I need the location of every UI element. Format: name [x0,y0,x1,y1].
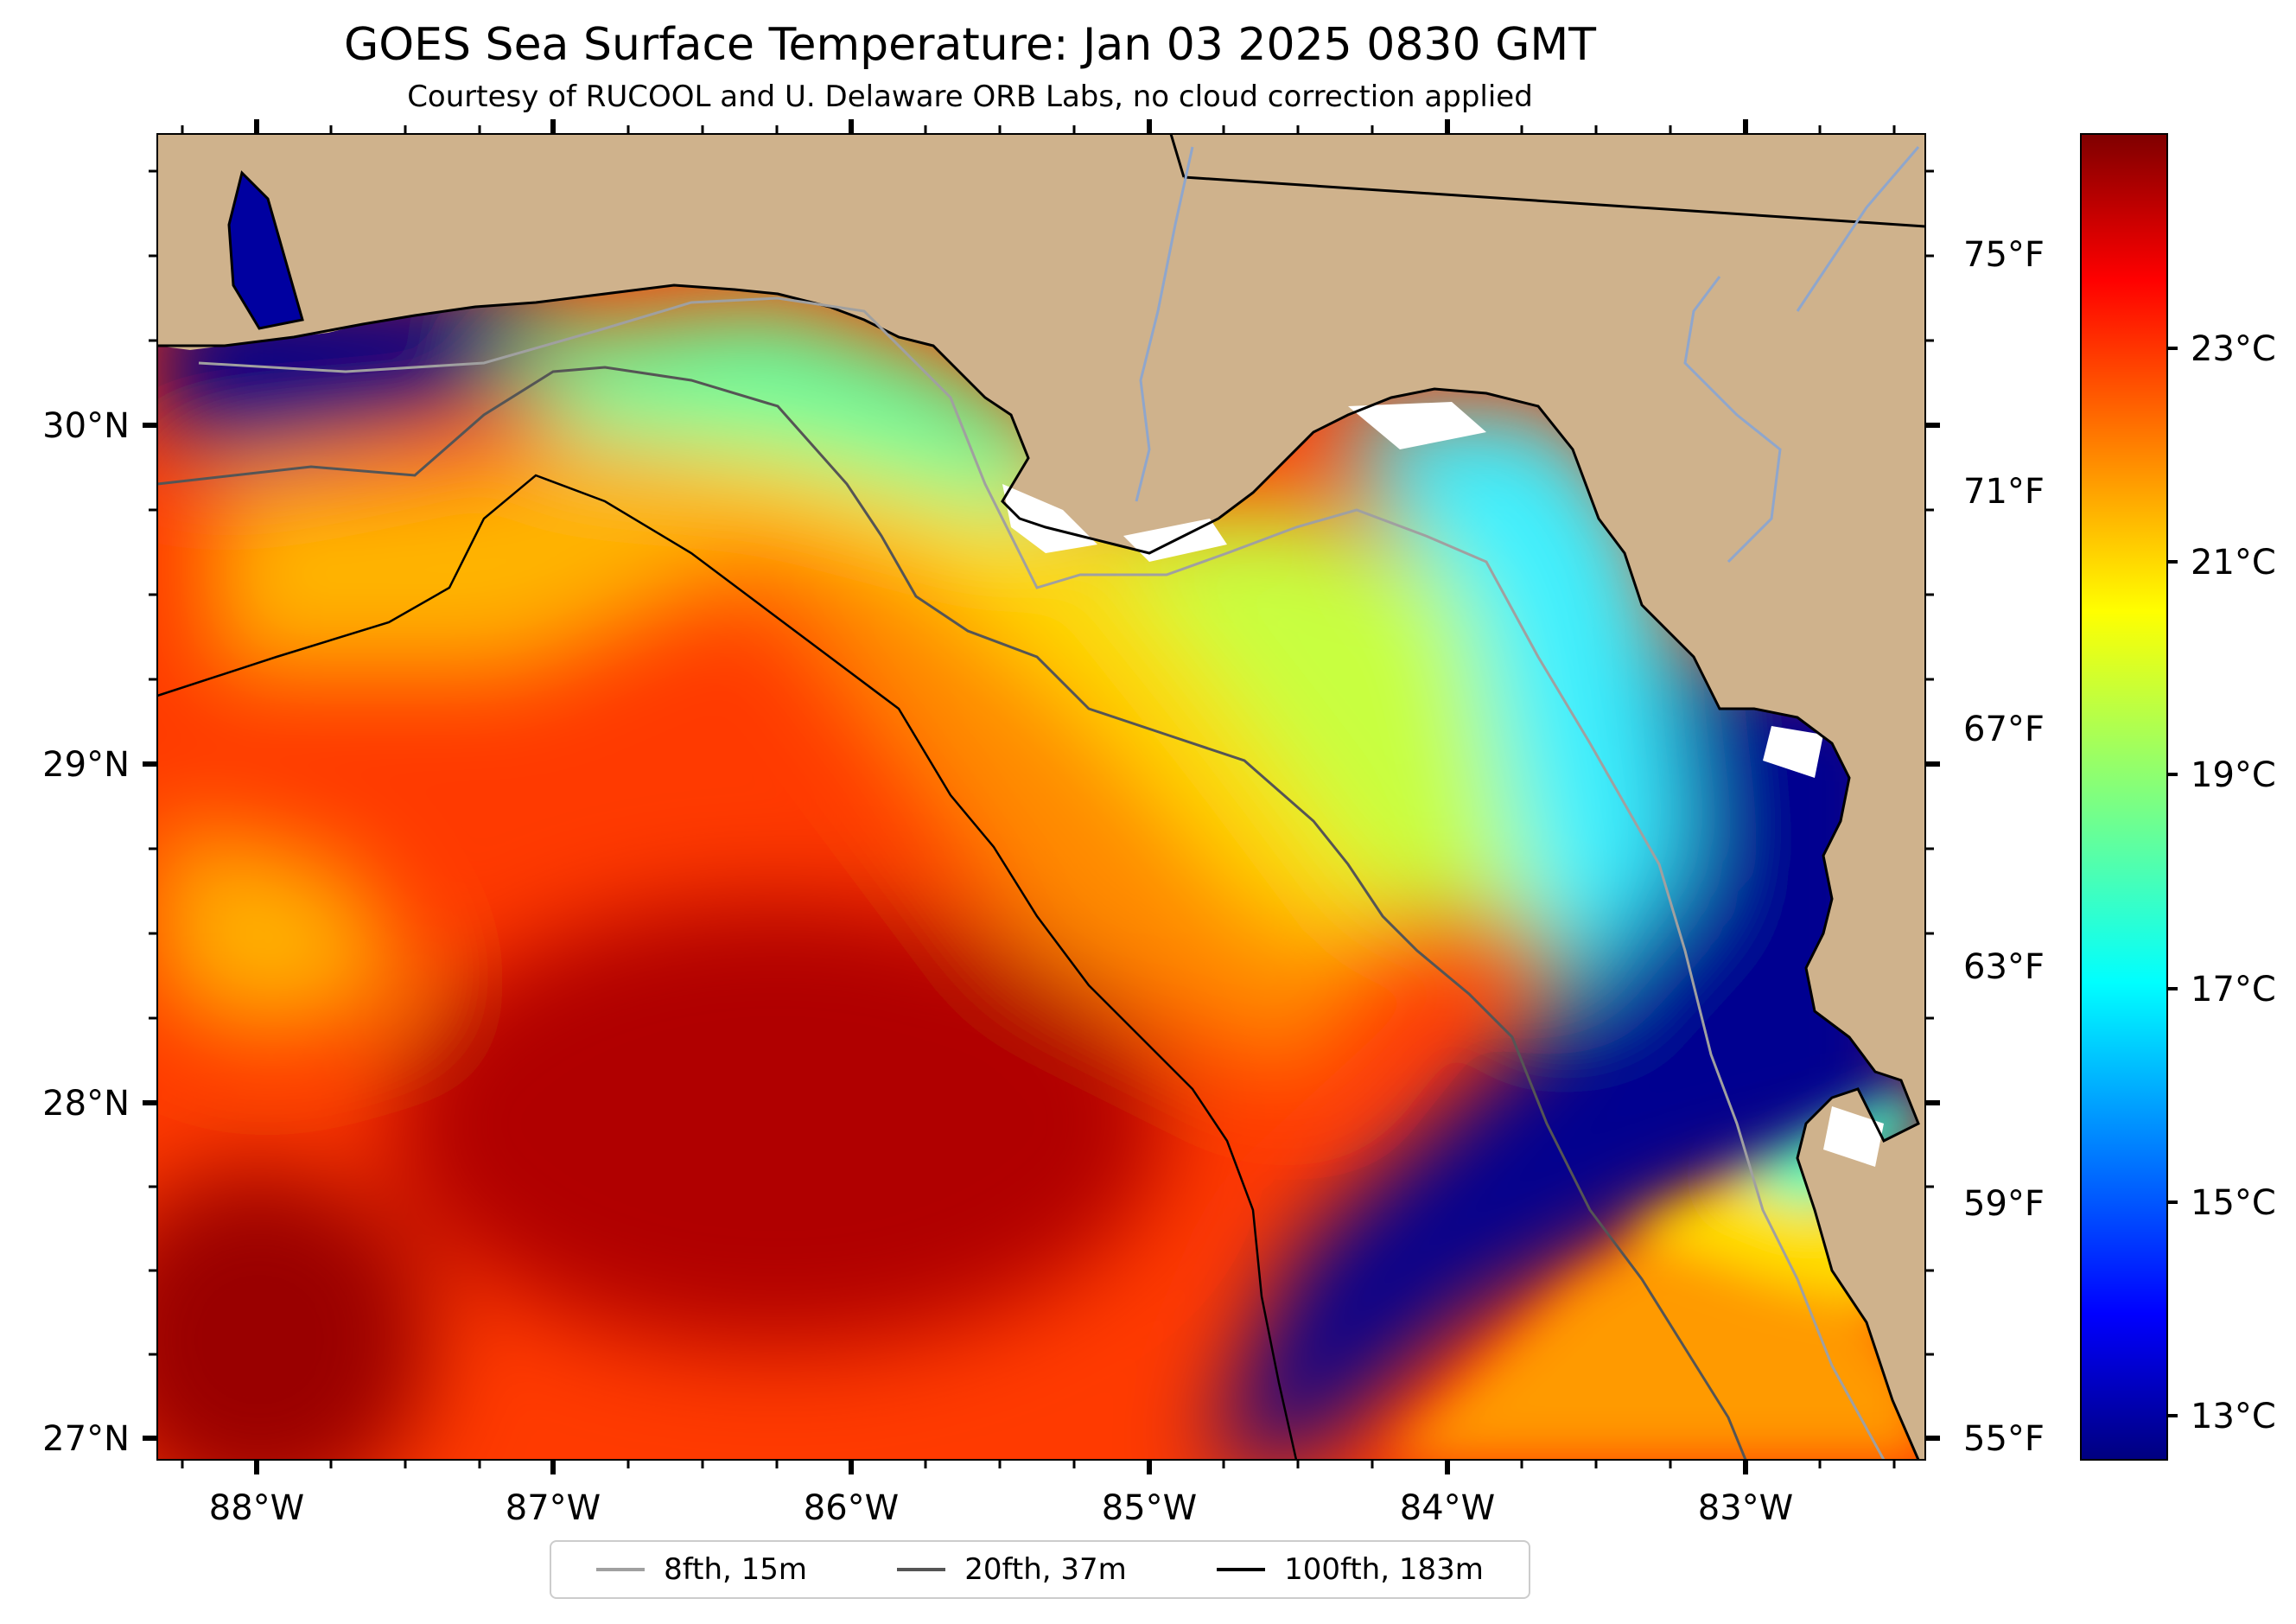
map-frame [156,133,1926,1461]
chart-subtitle: Courtesy of RUCOOL and U. Delaware ORB L… [407,80,1533,114]
fahrenheit-label: 59°F [1963,1184,2045,1224]
legend-swatch [897,1568,946,1571]
legend-swatch [596,1568,646,1571]
lon-label: 86°W [804,1488,899,1528]
legend-label: 100fth, 183m [1284,1552,1484,1587]
colorbar-label: 17°C [2191,970,2276,1009]
legend-item-100fth: 100fth, 183m [1217,1552,1484,1587]
colorbar-label: 19°C [2191,755,2276,795]
lon-label: 87°W [506,1488,601,1528]
legend-item-20fth: 20fth, 37m [897,1552,1127,1587]
isobath-37m [157,366,1747,1460]
fahrenheit-label: 71°F [1963,472,2045,512]
colorbar-label: 13°C [2191,1397,2276,1436]
lat-label: 28°N [42,1084,130,1124]
lat-ticks [143,423,1940,1441]
lon-label: 88°W [209,1488,304,1528]
legend-item-8fth: 8fth, 15m [596,1552,807,1587]
lat-label: 29°N [42,745,130,785]
fahrenheit-label: 75°F [1963,235,2045,275]
isobath-15m [198,296,1886,1460]
lat-label: 30°N [42,406,130,446]
lon-label: 83°W [1698,1488,1793,1528]
lon-ticks [254,119,1748,1474]
lon-label: 84°W [1400,1488,1495,1528]
colorbar-label: 21°C [2191,543,2276,583]
land-mass [157,134,1925,1460]
colorbar [2080,133,2168,1461]
legend-label: 8fth, 15m [664,1552,808,1587]
lat-label: 27°N [42,1419,130,1459]
colorbar-label: 15°C [2191,1183,2276,1223]
isobath-legend: 8fth, 15m 20fth, 37m 100fth, 183m [550,1540,1530,1599]
colorbar-label: 23°C [2191,329,2276,369]
rivers [1135,146,1920,564]
fahrenheit-label: 63°F [1963,947,2045,987]
lon-label: 85°W [1102,1488,1197,1528]
legend-swatch [1217,1568,1266,1571]
legend-label: 20fth, 37m [964,1552,1127,1587]
chart-title: GOES Sea Surface Temperature: Jan 03 202… [343,19,1597,71]
isobath-183m [157,474,1298,1460]
fahrenheit-label: 55°F [1963,1419,2045,1459]
sst-field [157,134,1925,1460]
fahrenheit-label: 67°F [1963,710,2045,749]
